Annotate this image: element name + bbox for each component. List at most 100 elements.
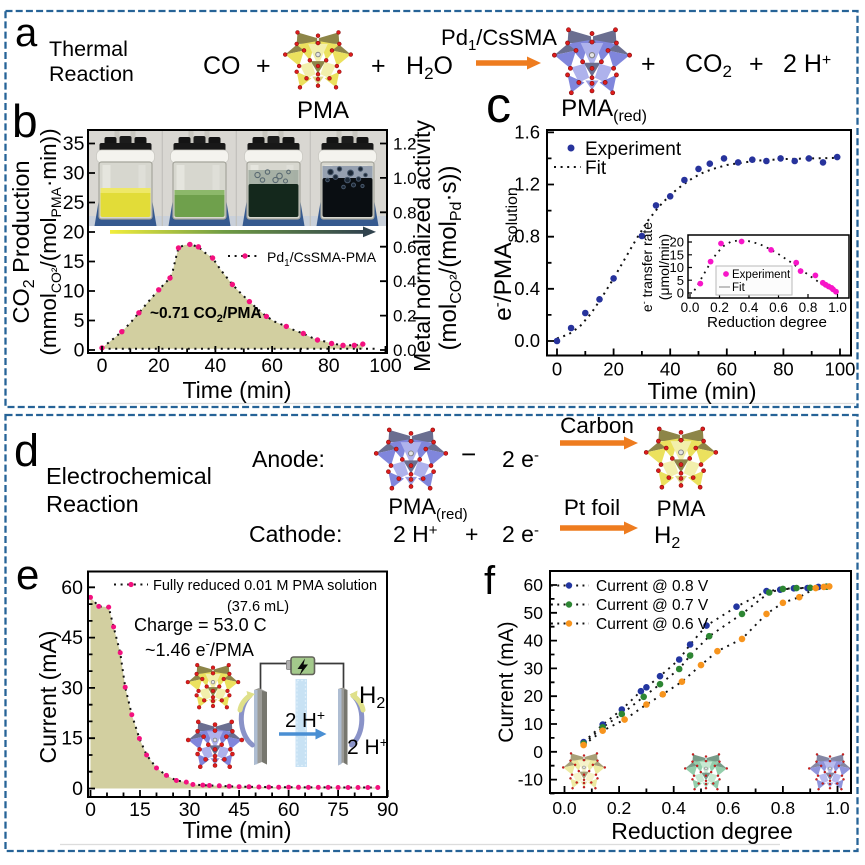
svg-text:(μmol/min): (μmol/min) xyxy=(656,234,672,300)
svg-text:20: 20 xyxy=(670,235,684,250)
svg-text:30: 30 xyxy=(524,658,544,678)
svg-text:a: a xyxy=(15,11,38,55)
svg-text:Current (mA): Current (mA) xyxy=(495,621,518,742)
svg-text:e-/PMAsolution: e-/PMAsolution xyxy=(489,187,521,321)
svg-text:20: 20 xyxy=(63,222,85,244)
svg-text:0: 0 xyxy=(74,340,85,362)
svg-text:0.4: 0.4 xyxy=(740,300,759,315)
svg-text:Time (min): Time (min) xyxy=(182,377,291,403)
svg-text:1.0: 1.0 xyxy=(825,798,850,818)
svg-text:1.2: 1.2 xyxy=(514,174,540,195)
svg-text:20: 20 xyxy=(603,359,624,380)
svg-text:Current @ 0.7 V: Current @ 0.7 V xyxy=(596,597,709,614)
svg-text:e: e xyxy=(16,551,39,598)
svg-text:Time (min): Time (min) xyxy=(647,378,756,404)
svg-text:Reduction degree: Reduction degree xyxy=(707,314,827,331)
svg-text:Reduction degree: Reduction degree xyxy=(611,818,793,844)
svg-text:-10: -10 xyxy=(518,770,544,790)
svg-text:f: f xyxy=(484,559,496,603)
svg-text:60: 60 xyxy=(261,355,283,377)
svg-text:60: 60 xyxy=(61,577,83,599)
svg-text:0.8: 0.8 xyxy=(799,300,818,315)
svg-text:90: 90 xyxy=(377,799,399,821)
svg-text:Current @ 0.8 V: Current @ 0.8 V xyxy=(596,578,709,595)
svg-text:(molCO²/(molPd·s)): (molCO²/(molPd·s)) xyxy=(435,166,465,351)
svg-text:5: 5 xyxy=(74,310,85,332)
svg-text:0.2: 0.2 xyxy=(393,307,417,326)
svg-text:0: 0 xyxy=(533,742,543,762)
svg-text:25: 25 xyxy=(63,192,85,214)
svg-text:0.2: 0.2 xyxy=(710,300,729,315)
svg-text:Thermal: Thermal xyxy=(49,37,128,61)
svg-text:40: 40 xyxy=(524,631,544,651)
svg-text:c: c xyxy=(486,77,511,133)
svg-text:0.8: 0.8 xyxy=(393,203,417,222)
svg-text:1.0: 1.0 xyxy=(828,300,847,315)
svg-text:35: 35 xyxy=(63,133,85,155)
svg-text:CO2 Production: CO2 Production xyxy=(8,160,38,323)
svg-text:+: + xyxy=(256,52,271,80)
svg-text:+: + xyxy=(749,50,764,78)
svg-text:0.0: 0.0 xyxy=(552,798,577,818)
svg-text:Pd1/CsSMA-PMA: Pd1/CsSMA-PMA xyxy=(267,249,377,269)
svg-text:b: b xyxy=(12,95,38,147)
svg-text:~0.71 CO2/PMA: ~0.71 CO2/PMA xyxy=(150,305,262,325)
svg-text:60: 60 xyxy=(278,799,300,821)
svg-text:Reaction: Reaction xyxy=(49,62,134,86)
svg-text:15: 15 xyxy=(61,728,83,750)
svg-text:0.6: 0.6 xyxy=(393,238,417,257)
svg-text:0.0: 0.0 xyxy=(393,341,417,360)
svg-text:0: 0 xyxy=(552,359,562,380)
svg-text:0.6: 0.6 xyxy=(769,300,788,315)
svg-text:1.0: 1.0 xyxy=(393,169,417,188)
svg-text:15: 15 xyxy=(670,247,684,262)
svg-text:Fully reduced 0.01 M PMA solut: Fully reduced 0.01 M PMA solution xyxy=(153,578,377,594)
svg-text:100: 100 xyxy=(369,355,402,377)
svg-text:CO: CO xyxy=(203,52,241,80)
svg-text:75: 75 xyxy=(327,799,349,821)
svg-text:60: 60 xyxy=(717,359,738,380)
svg-text:Fit: Fit xyxy=(585,158,607,179)
svg-text:2 H+: 2 H+ xyxy=(347,734,388,759)
svg-text:100: 100 xyxy=(825,359,856,380)
svg-text:10: 10 xyxy=(670,260,684,275)
svg-text:10: 10 xyxy=(63,281,85,303)
svg-text:Current @ 0.6 V: Current @ 0.6 V xyxy=(596,616,709,633)
svg-text:40: 40 xyxy=(660,359,681,380)
svg-text:Pd1/CsSMA: Pd1/CsSMA xyxy=(441,25,557,54)
svg-text:20: 20 xyxy=(148,355,170,377)
svg-text:30: 30 xyxy=(179,799,201,821)
svg-text:Reaction: Reaction xyxy=(46,491,139,517)
svg-text:1.6: 1.6 xyxy=(514,121,540,142)
svg-text:0: 0 xyxy=(97,355,108,377)
svg-text:−: − xyxy=(461,439,476,469)
svg-text:0.8: 0.8 xyxy=(771,798,795,818)
svg-text:Metal normalized activity: Metal normalized activity xyxy=(409,120,435,372)
svg-text:30: 30 xyxy=(61,677,83,699)
svg-text:Charge = 53.0 C: Charge = 53.0 C xyxy=(134,615,267,635)
svg-text:20: 20 xyxy=(524,686,544,706)
svg-text:40: 40 xyxy=(205,355,227,377)
svg-text:Carbon: Carbon xyxy=(560,413,634,438)
svg-text:30: 30 xyxy=(63,163,85,185)
svg-text:+: + xyxy=(465,521,478,547)
svg-text:Cathode:: Cathode: xyxy=(249,521,342,547)
svg-text:5: 5 xyxy=(677,273,684,288)
svg-text:15: 15 xyxy=(63,251,85,273)
svg-text:0.4: 0.4 xyxy=(662,798,687,818)
svg-text:~1.46 e-/PMA: ~1.46 e-/PMA xyxy=(145,636,254,660)
svg-text:0: 0 xyxy=(85,799,96,821)
svg-text:2 e-: 2 e- xyxy=(502,521,539,547)
svg-text:+: + xyxy=(371,52,386,80)
svg-text:(37.6 mL): (37.6 mL) xyxy=(227,599,289,615)
svg-text:45: 45 xyxy=(228,799,250,821)
svg-text:Experiment: Experiment xyxy=(732,269,791,281)
svg-text:0.0: 0.0 xyxy=(681,300,700,315)
svg-text:60: 60 xyxy=(524,575,544,595)
svg-text:0.4: 0.4 xyxy=(514,278,540,299)
svg-text:(mmolCO²/(molPMA·min)): (mmolCO²/(molPMA·min)) xyxy=(36,128,64,355)
svg-text:Electrochemical: Electrochemical xyxy=(46,463,212,489)
svg-text:Pt foil: Pt foil xyxy=(564,495,620,520)
svg-text:0.8: 0.8 xyxy=(514,226,540,247)
svg-text:0.0: 0.0 xyxy=(514,330,540,351)
